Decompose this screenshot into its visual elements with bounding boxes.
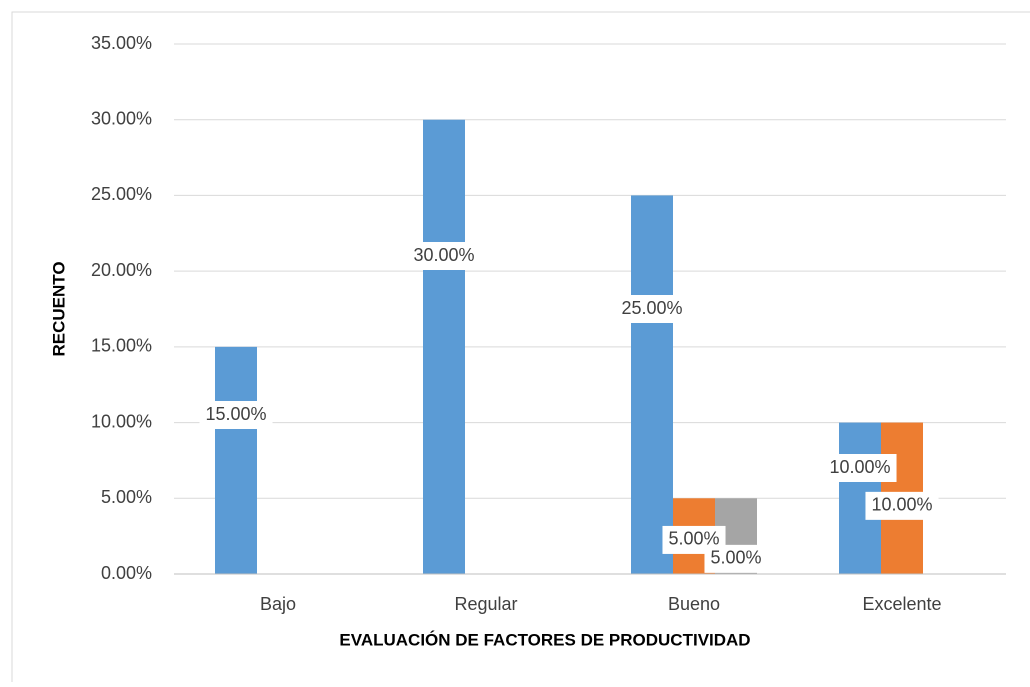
y-tick-label: 25.00% — [91, 184, 152, 204]
x-tick-label: Bueno — [668, 594, 720, 614]
chart-border — [11, 11, 1030, 687]
x-tick-label: Excelente — [862, 594, 941, 614]
y-tick-label: 30.00% — [91, 108, 152, 128]
data-label: 5.00% — [710, 548, 761, 568]
data-label: 5.00% — [668, 529, 719, 549]
x-tick-label: Regular — [454, 594, 517, 614]
x-tick-label: Bajo — [260, 594, 296, 614]
bar — [215, 346, 257, 574]
x-axis-title: EVALUACIÓN DE FACTORES DE PRODUCTIVIDAD — [339, 630, 750, 649]
data-label-bg — [407, 242, 481, 270]
bar — [631, 195, 673, 574]
y-tick-label: 5.00% — [101, 487, 152, 507]
y-tick-label: 20.00% — [91, 260, 152, 280]
y-tick-label: 0.00% — [101, 563, 152, 583]
data-label: 30.00% — [413, 245, 474, 265]
y-tick-label: 35.00% — [91, 33, 152, 53]
y-axis-title: RECUENTO — [49, 261, 68, 356]
data-label-bg — [704, 544, 768, 573]
data-label-bg — [865, 491, 939, 520]
data-label-bg — [823, 454, 897, 482]
data-label-bg — [199, 401, 273, 429]
y-tick-label: 10.00% — [91, 411, 152, 431]
data-label-bg — [615, 295, 689, 323]
data-label: 15.00% — [205, 404, 266, 424]
data-label: 10.00% — [829, 457, 890, 477]
data-label: 25.00% — [621, 298, 682, 318]
data-label: 10.00% — [871, 495, 932, 515]
y-tick-label: 15.00% — [91, 336, 152, 356]
bar — [423, 119, 465, 574]
